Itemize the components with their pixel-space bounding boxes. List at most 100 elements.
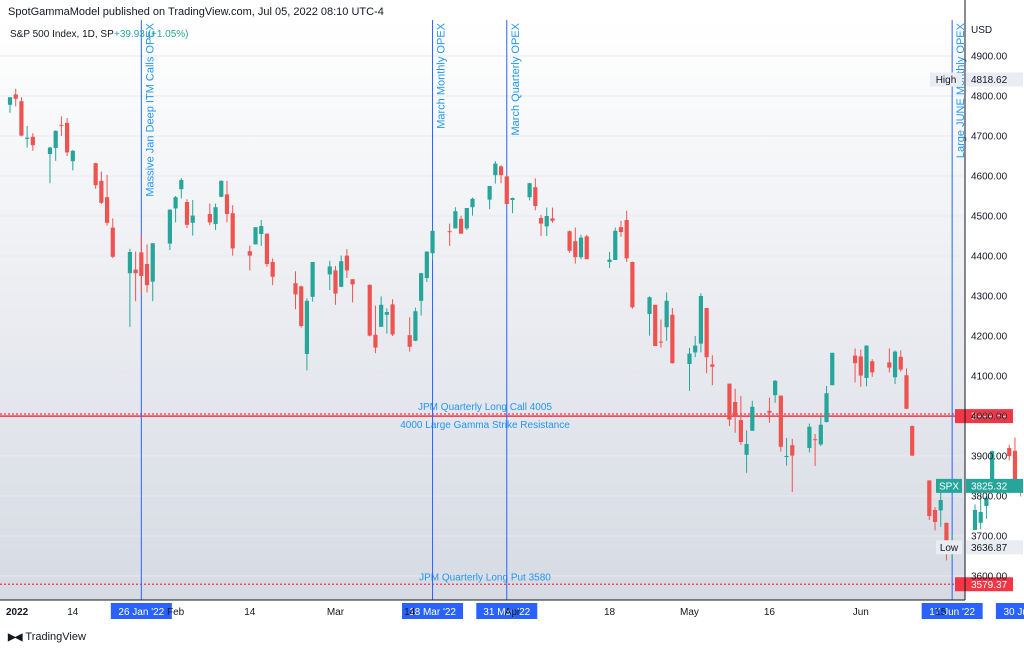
- candle-body: [830, 352, 835, 386]
- candle-body: [824, 393, 829, 422]
- marker-label: High: [936, 75, 957, 86]
- candle-body: [990, 451, 995, 488]
- candle-body: [750, 406, 755, 431]
- date-tag: [110, 603, 172, 619]
- candle-body: [339, 261, 344, 287]
- candle-body: [744, 444, 749, 455]
- candle-body: [727, 383, 732, 420]
- candle-body: [384, 312, 389, 315]
- price-tick-label: 4900.00: [971, 52, 1008, 63]
- date-tag: [402, 603, 464, 619]
- time-tick-label: 14: [67, 607, 79, 618]
- candle-body: [30, 136, 35, 146]
- date-tag: [921, 603, 983, 619]
- candle-body: [892, 351, 898, 378]
- candle-body: [150, 243, 155, 282]
- candle-body: [984, 497, 989, 506]
- price-tick-label: 4700.00: [971, 132, 1008, 143]
- level-price-value: 3579.37: [971, 580, 1008, 591]
- candle-body: [253, 227, 258, 245]
- price-tick-label: 4000.00: [971, 412, 1008, 423]
- candle-body: [327, 266, 332, 275]
- candle-body: [304, 300, 310, 354]
- candle-body: [578, 237, 584, 258]
- candle-body: [93, 163, 98, 186]
- candle-body: [693, 345, 698, 353]
- candle-body: [898, 356, 903, 370]
- marker-label: Low: [940, 543, 959, 554]
- time-tick-label: 18: [604, 607, 616, 618]
- level-price-tag: [955, 577, 1013, 592]
- marker-tag: [930, 72, 962, 87]
- candle-body: [430, 230, 435, 254]
- date-tag-label: 31 Mar '22: [483, 607, 530, 618]
- candle-body: [972, 510, 978, 530]
- candle-body: [778, 395, 783, 447]
- candle-body: [333, 270, 338, 294]
- candle-body: [25, 137, 30, 139]
- candle-body: [458, 218, 464, 234]
- level-annotation: JPM Quarterly Long Call 4005: [418, 402, 552, 413]
- footer-brand: TradingView: [25, 631, 86, 643]
- candle-body: [618, 227, 624, 232]
- candle-body: [219, 180, 224, 197]
- candle-body: [65, 122, 70, 153]
- time-tick-label: May: [680, 607, 699, 618]
- candle-body: [224, 194, 230, 214]
- candle-body: [59, 124, 64, 126]
- candle-body: [179, 180, 184, 190]
- price-tick-label: 4600.00: [971, 172, 1008, 183]
- candle-body: [767, 410, 772, 413]
- time-tick-label: 2022: [6, 607, 29, 618]
- price-tick-label: 4500.00: [971, 212, 1008, 223]
- plot-background: [0, 20, 965, 600]
- candle-body: [687, 353, 692, 364]
- candle-body: [790, 445, 795, 456]
- candle-body: [944, 522, 949, 550]
- marker-value: 4818.62: [971, 75, 1008, 86]
- candle-body: [710, 364, 715, 367]
- candle-body: [407, 335, 412, 347]
- candle-body: [487, 186, 492, 200]
- candle-body: [70, 150, 75, 162]
- candle-body: [453, 211, 458, 229]
- candle-body: [864, 345, 869, 378]
- candle-body: [110, 227, 115, 257]
- marker-value-tag: [966, 478, 1023, 493]
- candle-body: [647, 297, 652, 314]
- price-tick-label: 4100.00: [971, 372, 1008, 383]
- candle-body: [544, 216, 549, 227]
- candle-body: [259, 226, 264, 234]
- candle-body: [932, 510, 938, 522]
- candle-body: [510, 198, 515, 200]
- candle-body: [670, 314, 675, 364]
- candle-body: [807, 426, 812, 448]
- candle-body: [784, 456, 789, 457]
- candle-body: [470, 198, 475, 208]
- time-tick-label: 15: [935, 607, 947, 618]
- date-tag-label: 17 Jun '22: [929, 607, 975, 618]
- candle-body: [367, 284, 372, 336]
- level-annotation: JPM Quarterly Long Put 3580: [419, 572, 551, 583]
- candle-body: [133, 269, 138, 274]
- candle-body: [127, 252, 133, 274]
- time-tick-label: 14: [404, 607, 416, 618]
- candle-body: [1012, 450, 1018, 488]
- publisher-header: SpotGammaModel published on TradingView.…: [8, 6, 384, 18]
- price-tick-label: 4400.00: [971, 252, 1008, 263]
- candle-body: [447, 231, 452, 233]
- date-tag-label: 18 Mar '22: [409, 607, 456, 618]
- candle-body: [493, 163, 498, 176]
- date-tag-label: 30 Jun '22: [1003, 607, 1024, 618]
- candle-body: [99, 180, 104, 203]
- currency-label: USD: [971, 25, 992, 36]
- candle-body: [47, 147, 53, 154]
- candle-body: [613, 230, 618, 260]
- candle-body: [464, 208, 469, 229]
- candle-body: [904, 375, 909, 409]
- candle-body: [653, 304, 658, 346]
- candle-body: [887, 362, 892, 368]
- candle-body: [938, 500, 943, 511]
